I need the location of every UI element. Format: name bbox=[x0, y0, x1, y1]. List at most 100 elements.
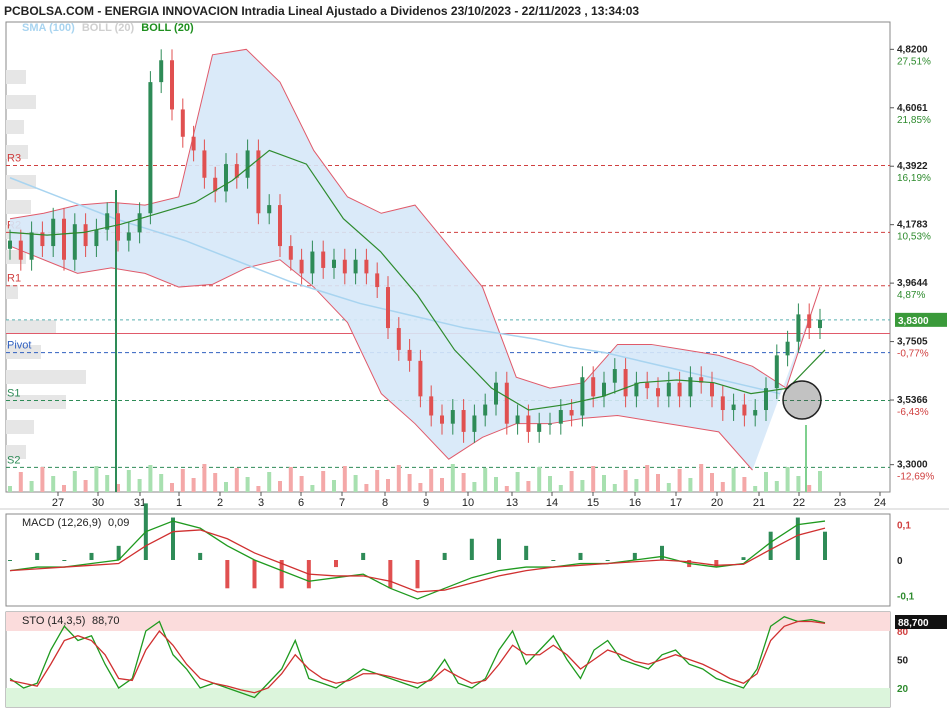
y-tick-label: 3,3000 bbox=[897, 460, 928, 471]
volume-bar bbox=[612, 484, 617, 492]
macd-histogram-bar bbox=[171, 517, 175, 560]
volume-profile-bar bbox=[6, 200, 31, 214]
candle-body bbox=[375, 273, 380, 288]
y-pct-label: 21,85% bbox=[897, 115, 931, 126]
candle-body bbox=[364, 259, 369, 274]
volume-bar bbox=[288, 467, 293, 492]
volume-bar bbox=[774, 481, 779, 492]
y-tick-label: 4,6061 bbox=[897, 103, 928, 114]
volume-bar bbox=[580, 480, 585, 492]
y-pct-label: 10,53% bbox=[897, 232, 931, 243]
chart-title: PCBOLSA.COM - ENERGIA INNOVACION Intradi… bbox=[4, 4, 640, 18]
candle-body bbox=[299, 259, 304, 274]
candle-body bbox=[148, 82, 153, 214]
x-tick-label: 30 bbox=[92, 497, 104, 509]
volume-bar bbox=[364, 484, 369, 492]
candle-body bbox=[807, 314, 812, 329]
candle-body bbox=[245, 150, 250, 178]
volume-profile-bar bbox=[6, 370, 86, 384]
volume-profile-bar bbox=[6, 420, 34, 434]
candle-body bbox=[785, 341, 790, 356]
candle-body bbox=[72, 224, 77, 260]
candle-body bbox=[170, 60, 174, 110]
volume-bar bbox=[494, 477, 498, 492]
candle-body bbox=[504, 382, 509, 424]
candle-body bbox=[569, 410, 574, 416]
volume-bar bbox=[299, 476, 304, 492]
candle-body bbox=[656, 388, 660, 397]
candle-body bbox=[666, 382, 671, 397]
macd-y-label: 0,1 bbox=[897, 521, 911, 532]
bollinger-lower-line bbox=[9, 245, 753, 471]
candle-body bbox=[580, 377, 585, 416]
y-pct-label: 16,19% bbox=[897, 173, 931, 184]
macd-line bbox=[9, 520, 826, 600]
macd-histogram-bar bbox=[225, 560, 230, 589]
x-tick-label: 14 bbox=[546, 497, 558, 509]
x-tick-label: 8 bbox=[382, 497, 388, 509]
candle-body bbox=[645, 382, 650, 389]
x-tick-label: 1 bbox=[176, 497, 182, 509]
candle-body bbox=[731, 404, 736, 411]
candle-body bbox=[116, 213, 120, 241]
candle-body bbox=[18, 240, 23, 260]
volume-bar bbox=[256, 486, 261, 492]
volume-bar bbox=[29, 481, 34, 492]
pivot-label-r3: R3 bbox=[7, 152, 21, 164]
volume-bar bbox=[126, 470, 131, 492]
volume-profile-bar bbox=[6, 445, 26, 459]
volume-bar bbox=[558, 485, 563, 492]
candle-body bbox=[699, 377, 704, 383]
volume-bar bbox=[396, 465, 401, 492]
volume-bar bbox=[731, 468, 736, 492]
candle-body bbox=[548, 423, 552, 425]
volume-bar bbox=[753, 486, 758, 492]
volume-bar bbox=[666, 483, 671, 492]
candle-body bbox=[818, 319, 822, 329]
candle-body bbox=[256, 150, 261, 214]
candle-body bbox=[126, 232, 131, 241]
candle-body bbox=[602, 382, 606, 397]
volume-bar bbox=[8, 486, 12, 492]
volume-bar bbox=[688, 478, 693, 492]
candle-body bbox=[558, 410, 563, 424]
x-tick-label: 20 bbox=[711, 497, 723, 509]
candle-body bbox=[774, 355, 779, 389]
macd-histogram-bar bbox=[388, 560, 393, 589]
candle-body bbox=[83, 224, 88, 247]
x-tick-label: 16 bbox=[629, 497, 641, 509]
pivot-label-r1: R1 bbox=[7, 273, 21, 285]
x-tick-label: 7 bbox=[339, 497, 345, 509]
macd-value: 0,09 bbox=[108, 517, 129, 529]
candle-body bbox=[764, 388, 768, 411]
volume-bar bbox=[450, 464, 455, 492]
volume-bar bbox=[18, 472, 23, 492]
volume-bar bbox=[526, 481, 531, 492]
volume-bar bbox=[234, 468, 239, 492]
volume-bar bbox=[105, 475, 110, 492]
legend-boll: BOLL (20) bbox=[141, 22, 194, 34]
volume-bar bbox=[321, 471, 326, 492]
volume-bar bbox=[170, 483, 174, 492]
macd-histogram-bar bbox=[116, 545, 121, 560]
volume-bar bbox=[645, 465, 650, 492]
pivot-label-s2: S2 bbox=[7, 454, 20, 466]
x-tick-label: 24 bbox=[874, 497, 886, 509]
sto-last-label: 88,700 bbox=[898, 618, 929, 629]
y-pct-label: -0,77% bbox=[897, 349, 929, 360]
macd-histogram-bar bbox=[741, 557, 746, 560]
macd-y-label: 0 bbox=[897, 556, 903, 567]
sto-value: 88,70 bbox=[92, 615, 120, 627]
volume-bar bbox=[202, 464, 207, 492]
macd-histogram-bar bbox=[442, 552, 447, 560]
last-price-tag bbox=[895, 312, 947, 327]
macd-histogram-bar bbox=[497, 538, 501, 560]
candle-body bbox=[677, 382, 682, 397]
sto-y-label: 20 bbox=[897, 684, 909, 695]
macd-histogram-bar bbox=[524, 545, 529, 560]
candle-body bbox=[634, 382, 639, 397]
sto-overbought-zone bbox=[6, 612, 890, 631]
candle-body bbox=[137, 213, 142, 233]
y-tick-label: 3,5366 bbox=[897, 395, 928, 406]
